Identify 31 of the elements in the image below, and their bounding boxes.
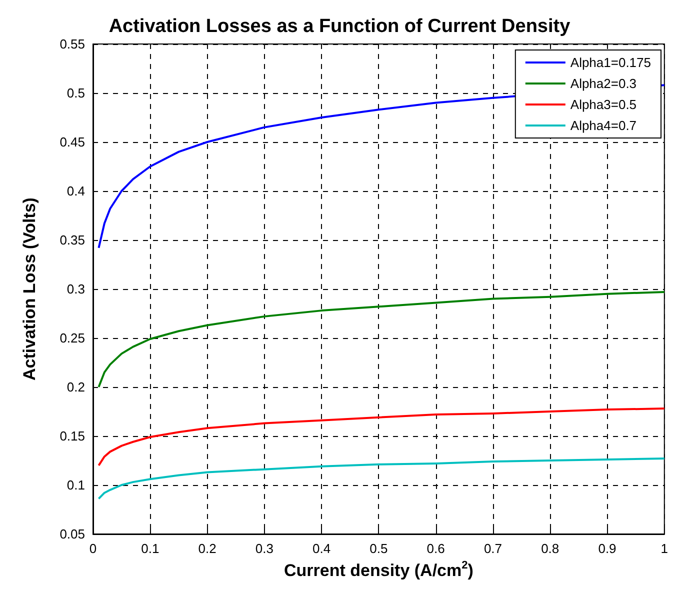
y-axis-title: Activation Loss (Volts) (20, 198, 39, 380)
x-tick-label: 0.8 (541, 541, 560, 556)
x-tick-label: 0.7 (484, 541, 502, 556)
x-tick-label: 1 (660, 541, 668, 556)
line-series (98, 458, 666, 500)
y-tick-label: 0.15 (60, 428, 85, 444)
chart-title: Activation Losses as a Function of Current Density (108, 16, 571, 37)
y-tick-label: 0.1 (66, 478, 85, 492)
x-tick-label: 0.3 (255, 541, 274, 556)
legend-label: Alpha4=0.7 (570, 118, 637, 133)
x-tick-label: 0.9 (598, 541, 616, 556)
x-tick-label: 0 (89, 541, 97, 556)
x-tick-label: 0.2 (198, 541, 216, 556)
legend-label: Alpha1=0.175 (570, 55, 652, 70)
line-series (98, 290, 666, 388)
y-tick-label: 0.45 (60, 134, 85, 150)
y-tick-label: 0.25 (60, 330, 85, 346)
y-tick-label: 0.35 (60, 232, 85, 248)
legend-label: Alpha3=0.5 (570, 97, 637, 112)
x-tick-label: 0.4 (312, 541, 331, 556)
y-tick-label: 0.3 (66, 282, 85, 296)
legend-label: Alpha2=0.3 (570, 76, 637, 91)
y-tick-label: 0.55 (60, 36, 85, 52)
line-series (98, 408, 666, 466)
y-tick-label: 0.05 (60, 526, 85, 542)
x-tick-label: 0.5 (370, 541, 388, 556)
y-tick-label: 0.2 (66, 380, 85, 394)
x-tick-label: 0.1 (141, 541, 160, 556)
y-tick-label: 0.4 (66, 184, 85, 198)
y-tick-label: 0.5 (66, 86, 85, 100)
x-tick-label: 0.6 (426, 541, 445, 556)
